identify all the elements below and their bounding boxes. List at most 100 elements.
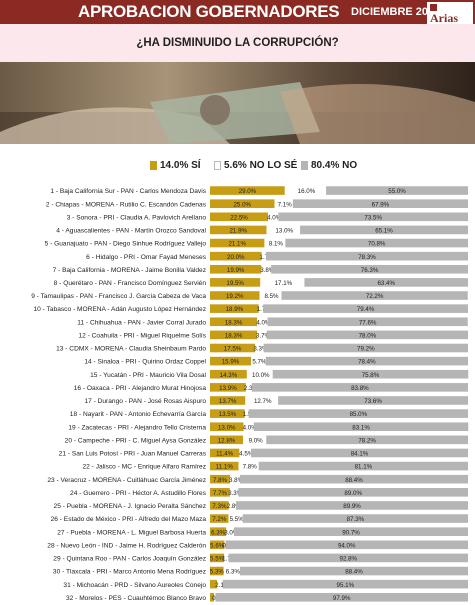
data-label-si: 6.3% <box>211 529 226 536</box>
bar-no <box>238 488 468 497</box>
data-label-si: 7.3% <box>212 503 227 510</box>
category-label: 15 - Yucatán - PRI - Mauricio Vila Dosal <box>90 372 206 379</box>
data-label-no: 94.0% <box>338 542 356 549</box>
legend-label: 5.6% NO LO SÉ <box>224 160 298 171</box>
data-label-no: 92.8% <box>340 556 358 563</box>
category-label: 29 - Quintana Roo - PAN - Carlos Joaquín… <box>53 556 206 563</box>
data-label-no: 84.1% <box>351 451 369 458</box>
date-label: DICIEMBRE 2019 <box>351 6 441 18</box>
data-label-si: 14.3% <box>220 372 238 379</box>
bar-no <box>239 566 468 576</box>
bar-no <box>266 330 468 340</box>
bar-si <box>210 251 262 261</box>
data-label-si: 5.6% <box>210 542 225 549</box>
bar-si <box>210 264 262 274</box>
bar-nolose <box>243 435 267 445</box>
bar-no <box>239 474 468 484</box>
bar-si <box>210 199 275 208</box>
data-label-nolose: 8.5% <box>264 293 279 300</box>
bar-no <box>304 278 468 287</box>
category-label: 11 - Chihuahua - PAN - Javier Corral Jur… <box>77 319 206 326</box>
bar-si <box>210 343 256 353</box>
data-label-nolose: 6.3% <box>226 569 241 576</box>
bar-si <box>210 291 260 300</box>
bar-si <box>210 317 258 327</box>
bar-si <box>210 396 246 405</box>
bar-no <box>258 461 468 471</box>
data-label-si: 7.2% <box>212 516 227 523</box>
bar-no <box>271 264 468 274</box>
logo-text: Arias <box>430 11 458 25</box>
bar-nolose <box>257 330 267 340</box>
data-label-si: 19.9% <box>227 267 245 274</box>
bar-si <box>210 225 267 235</box>
bar-nolose <box>261 264 272 274</box>
bar-no <box>225 540 468 550</box>
category-label: 6 - Hidalgo - PRI - Omar Fayad Meneses <box>86 254 207 261</box>
data-label-nolose: 4.0% <box>267 214 282 221</box>
category-label: 32 - Morelos - PES - Cuauhtémoc Blanco B… <box>66 595 206 602</box>
logo-mark-icon <box>430 4 437 11</box>
data-label-no: 72.2% <box>366 293 384 300</box>
category-label: 23 - Veracruz - MORENA - Cuitláhuac Garc… <box>47 477 206 484</box>
data-label-si: 7.8% <box>213 477 228 484</box>
bar-si <box>210 448 240 458</box>
category-label: 13 - CDMX - MORENA - Claudia Sheinbaum P… <box>56 346 206 353</box>
data-label-no: 87.3% <box>347 516 365 523</box>
bar-nolose <box>243 422 254 432</box>
bar-no <box>267 317 468 327</box>
bar-nolose <box>251 356 266 366</box>
data-label-no: 77.6% <box>359 319 377 326</box>
bar-si <box>210 278 261 287</box>
question-title: ¿HA DISMINUIDO LA CORRUPCIÓN? <box>136 37 339 49</box>
data-label-no: 70.8% <box>368 241 386 248</box>
bar-nolose <box>246 369 273 379</box>
data-label-si: 25.0% <box>233 201 251 208</box>
bar-no <box>233 527 468 536</box>
bar-nolose <box>238 461 259 471</box>
data-label-si: 13.9% <box>219 385 237 392</box>
category-label: 1 - Baja California Sur - PAN - Carlos M… <box>50 188 206 195</box>
category-label: 9 - Tamaulipas - PAN - Francisco J. Garc… <box>31 293 206 300</box>
bar-no <box>266 435 468 445</box>
category-label: 5 - Guanajuato - PAN - Diego Sinhue Rodr… <box>45 241 207 248</box>
data-label-nolose: 17.1% <box>275 280 293 287</box>
data-label-si: 15.9% <box>222 359 240 366</box>
bar-no <box>222 579 468 589</box>
bar-no <box>228 553 468 563</box>
category-label: 27 - Puebla - MORENA - L. Miguel Barbosa… <box>57 529 206 536</box>
bar-si <box>210 514 229 523</box>
data-label-si: 18.9% <box>226 306 244 313</box>
bar-nolose <box>284 186 327 195</box>
data-label-nolose: 7.8% <box>243 464 258 471</box>
bar-nolose <box>230 474 240 484</box>
data-label-no: 78.2% <box>358 437 376 444</box>
data-label-no: 76.3% <box>361 267 379 274</box>
bar-no <box>251 383 468 392</box>
bar-no <box>285 238 468 248</box>
data-label-si: 7.7% <box>213 490 228 497</box>
data-label-si: 13.7% <box>219 398 237 405</box>
bar-nolose <box>258 304 264 313</box>
stacked-bar-chart: 1 - Baja California Sur - PAN - Carlos M… <box>31 186 469 602</box>
data-label-si: 11.4% <box>216 451 234 458</box>
bar-no <box>278 212 468 222</box>
data-label-nolose: 3.0% <box>224 529 239 536</box>
bar-no <box>272 369 469 379</box>
data-label-si: 11.1% <box>216 464 234 471</box>
bar-no <box>215 592 468 602</box>
bar-si <box>210 186 285 195</box>
data-label-nolose: 12.7% <box>254 398 272 405</box>
bar-si <box>210 579 218 589</box>
hands-money-photo <box>0 62 475 144</box>
bar-nolose <box>261 251 266 261</box>
bar-si <box>210 330 258 340</box>
data-label-nolose: 10.0% <box>252 372 270 379</box>
data-label-no: 67.9% <box>372 201 390 208</box>
question-band <box>0 24 475 62</box>
data-label-si: 19.5% <box>226 280 244 287</box>
category-label: 16 - Oaxaca - PRI - Alejandro Murat Hino… <box>74 385 207 392</box>
data-label-nolose: 16.0% <box>298 188 316 195</box>
category-label: 14 - Sinaloa - PRI - Quirino Ordaz Coppe… <box>84 359 206 366</box>
data-label-no: 88.4% <box>345 569 363 576</box>
